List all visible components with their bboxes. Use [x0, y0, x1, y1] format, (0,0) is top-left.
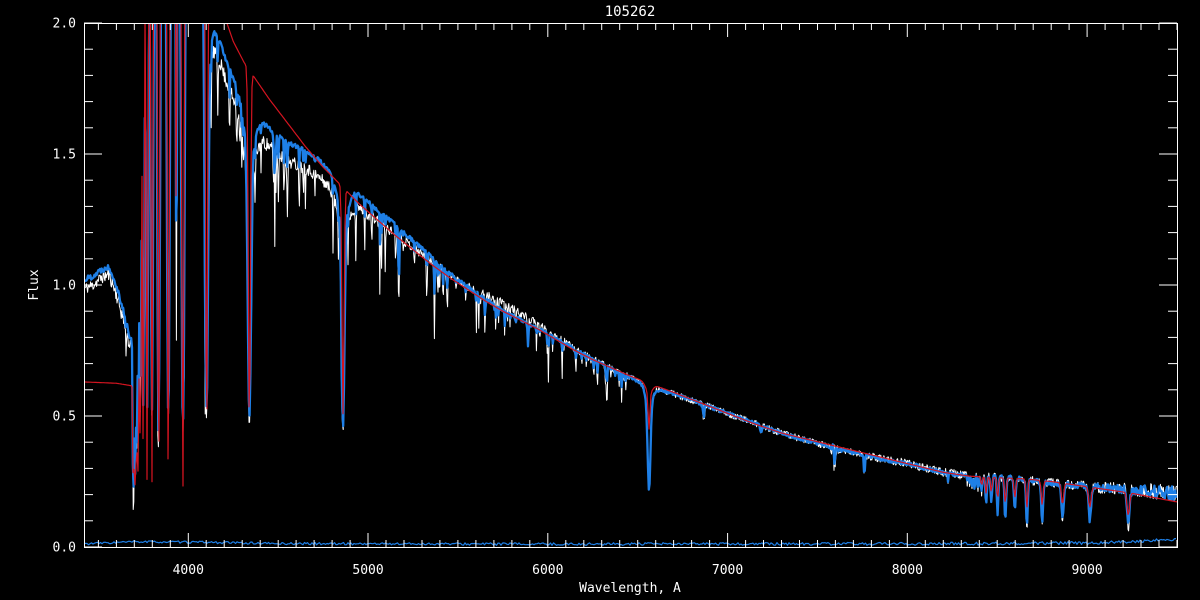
y-tick-label: 1.0 [53, 279, 76, 294]
x-tick-label: 7000 [712, 563, 743, 578]
x-tick-label: 5000 [352, 563, 383, 578]
x-axis-label: Wavelength, A [579, 581, 681, 596]
y-tick-label: 0.0 [53, 541, 76, 556]
series-error-spectrum [84, 538, 1176, 546]
x-tick-label: 4000 [173, 563, 204, 578]
y-tick-label: 0.5 [53, 410, 76, 425]
series-model [84, 23, 1177, 515]
y-tick-label: 2.0 [53, 17, 76, 32]
x-tick-label: 8000 [892, 563, 923, 578]
x-tick-label: 6000 [532, 563, 563, 578]
chart-title: 105262 [605, 4, 656, 20]
x-tick-label: 9000 [1071, 563, 1102, 578]
y-tick-label: 1.5 [53, 148, 76, 163]
axis-ticks: 4000 5000 6000 7000 8000 9000 0.0 0.5 1.0 1.5 2.0 [53, 17, 1178, 578]
series-layers [84, 23, 1177, 546]
y-axis-label: Flux [27, 269, 42, 300]
